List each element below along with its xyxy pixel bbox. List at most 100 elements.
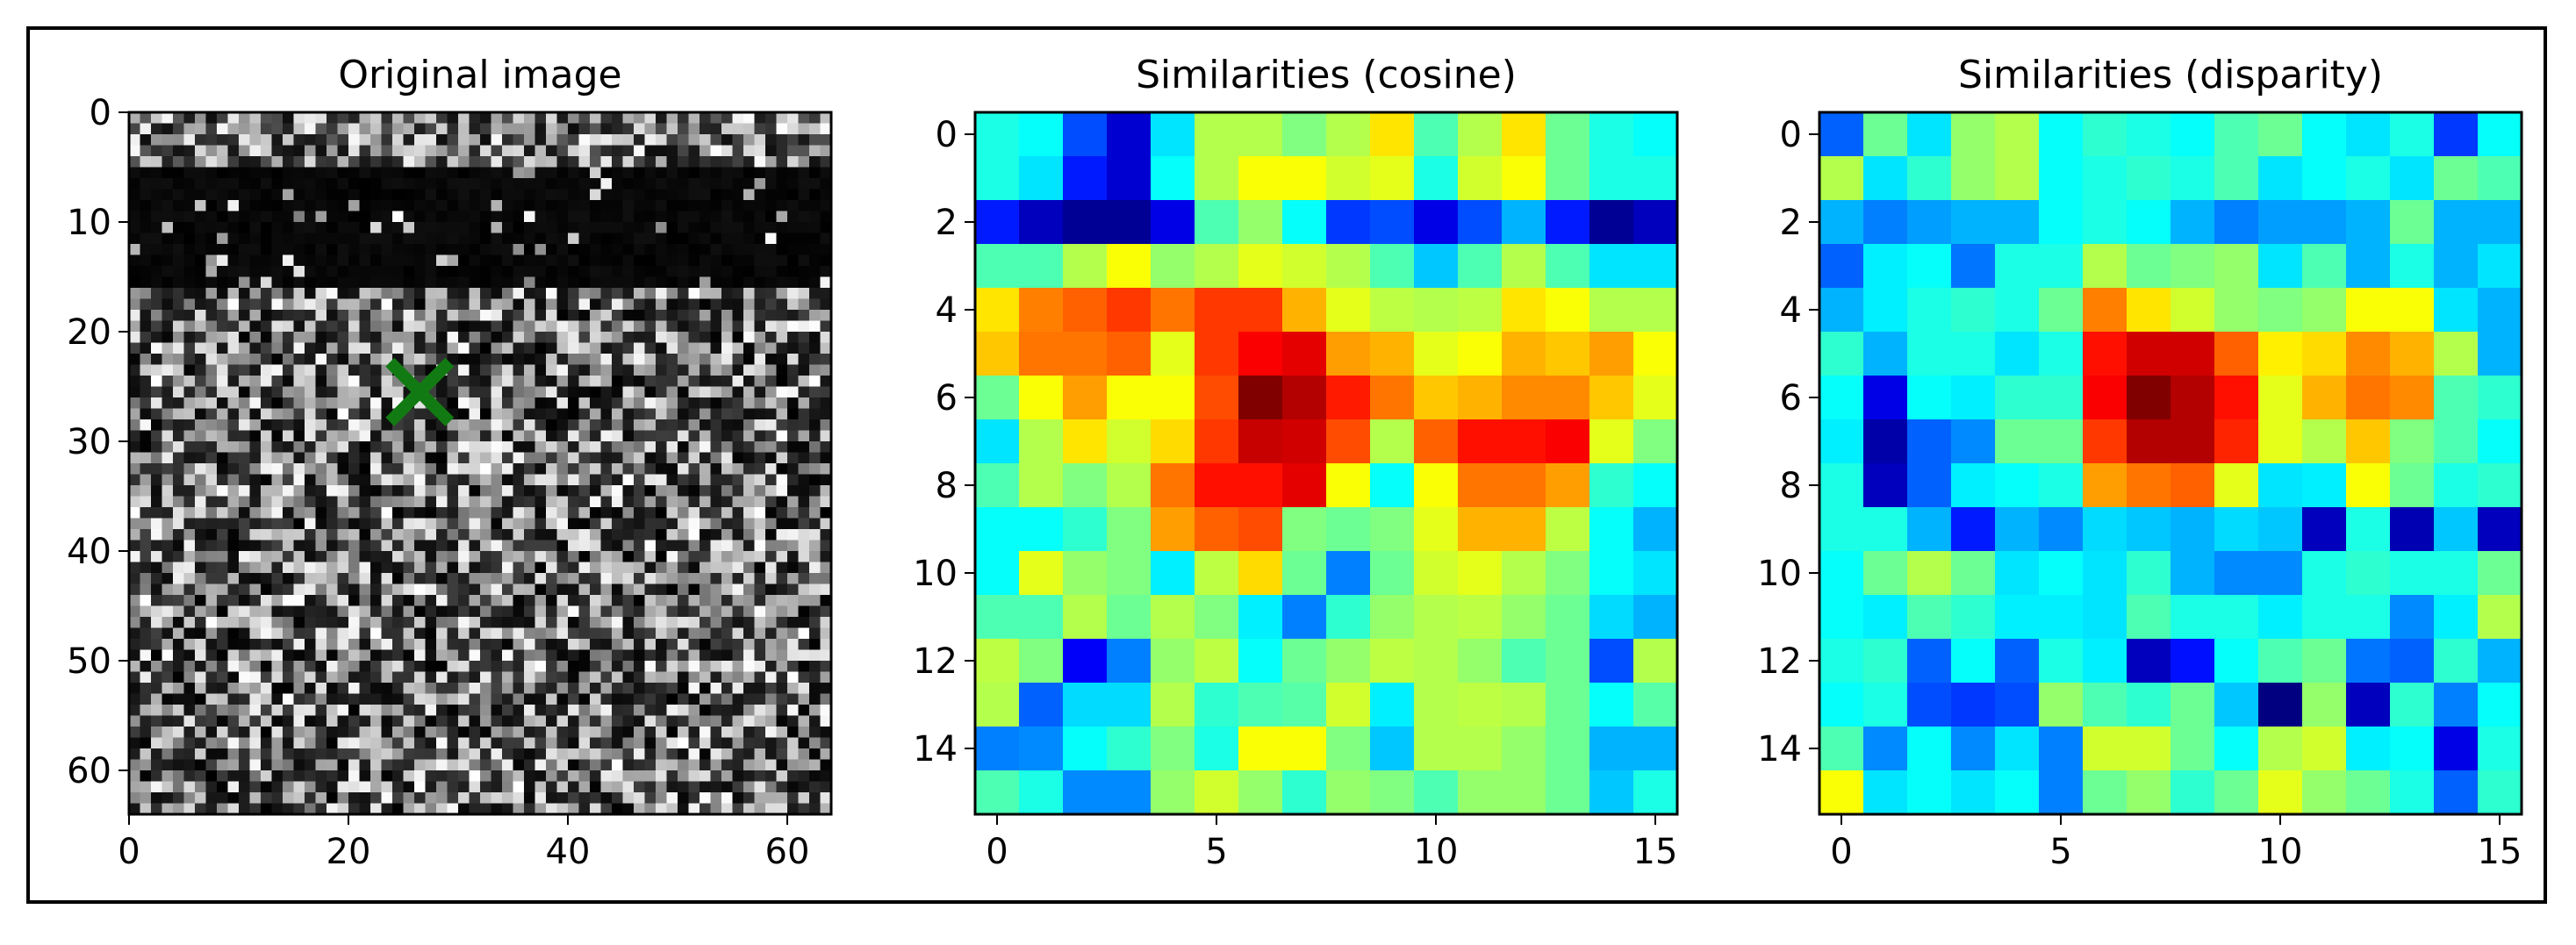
pixel-cell [337,803,349,815]
pixel-cell [743,671,756,684]
pixel-cell [239,605,251,618]
pixel-cell [688,671,700,684]
pixel-cell [326,551,339,563]
pixel-cell [140,737,152,749]
pixel-cell [491,310,503,322]
pixel-cell [392,485,405,498]
pixel-cell [140,222,152,234]
pixel-cell [173,112,185,125]
pixel-cell [205,332,218,344]
heatmap-cell [2171,507,2215,552]
pixel-cell [129,617,141,629]
pixel-cell [622,441,635,454]
pixel-cell [469,770,481,783]
pixel-cell [578,759,591,771]
pixel-cell [414,189,427,201]
pixel-cell [700,595,712,607]
pixel-cell [710,288,722,300]
heatmap-cell [1546,683,1590,727]
pixel-cell [535,123,547,135]
pixel-cell [392,661,405,673]
heatmap-cell [1951,770,1996,815]
pixel-cell [293,134,305,147]
pixel-cell [612,376,624,388]
pixel-cell [820,770,832,783]
pixel-cell [359,551,371,563]
pixel-cell [524,649,536,662]
pixel-cell [590,715,602,727]
pixel-cell [754,310,766,322]
pixel-cell [381,123,393,135]
pixel-cell [600,288,613,300]
pixel-cell [195,167,207,179]
pixel-cell [524,145,536,157]
pixel-cell [666,354,678,366]
pixel-cell [348,376,361,388]
heatmap-cell [2258,683,2303,727]
pixel-cell [425,639,437,651]
heatmap-cell [2390,112,2435,157]
pixel-cell [217,748,229,761]
pixel-cell [425,759,437,771]
pixel-cell [447,189,459,201]
pixel-cell [732,254,744,267]
pixel-cell [315,781,327,793]
heatmap-cell [2390,463,2435,508]
pixel-cell [513,167,525,179]
pixel-cell [425,583,437,596]
pixel-cell [710,661,722,673]
heatmap-cell [1326,770,1371,815]
pixel-cell [403,595,415,607]
pixel-cell [283,123,295,135]
pixel-cell [205,288,218,300]
pixel-cell [700,441,712,454]
pixel-cell [469,397,481,410]
pixel-cell [502,496,514,508]
heatmap-cell [2039,770,2084,815]
pixel-cell [173,276,185,289]
pixel-cell [776,639,788,651]
pixel-cell [578,617,591,629]
pixel-cell [205,408,218,420]
heatmap-cell [2434,376,2479,420]
pixel-cell [634,737,646,749]
pixel-cell [436,748,448,761]
pixel-cell [776,233,788,245]
pixel-cell [678,320,690,333]
pixel-cell [578,244,591,256]
heatmap-cell [1063,200,1108,245]
pixel-cell [502,705,514,717]
pixel-cell [326,244,339,256]
pixel-cell [469,803,481,815]
pixel-cell [535,222,547,234]
pixel-cell [491,254,503,267]
pixel-cell [546,397,558,410]
pixel-cell [678,167,690,179]
heatmap-cell [975,463,1020,508]
pixel-cell [447,430,459,442]
pixel-cell [447,452,459,464]
pixel-cell [622,715,635,727]
pixel-cell [546,430,558,442]
pixel-cell [666,419,678,432]
heatmap-cell [1502,507,1546,552]
heatmap-cell [1502,156,1546,201]
pixel-cell [502,649,514,662]
pixel-cell [315,595,327,607]
pixel-cell [315,683,327,695]
pixel-cell [578,332,591,344]
pixel-cell [183,376,196,388]
pixel-cell [348,770,361,783]
pixel-cell [381,244,393,256]
pixel-cell [809,320,822,333]
pixel-cell [546,266,558,278]
pixel-cell [326,233,339,245]
pixel-cell [491,419,503,432]
pixel-cell [600,266,613,278]
pixel-cell [469,452,481,464]
pixel-cell [600,693,613,705]
pixel-cell [480,617,492,629]
pixel-cell [315,408,327,420]
pixel-cell [458,408,470,420]
pixel-cell [425,803,437,815]
